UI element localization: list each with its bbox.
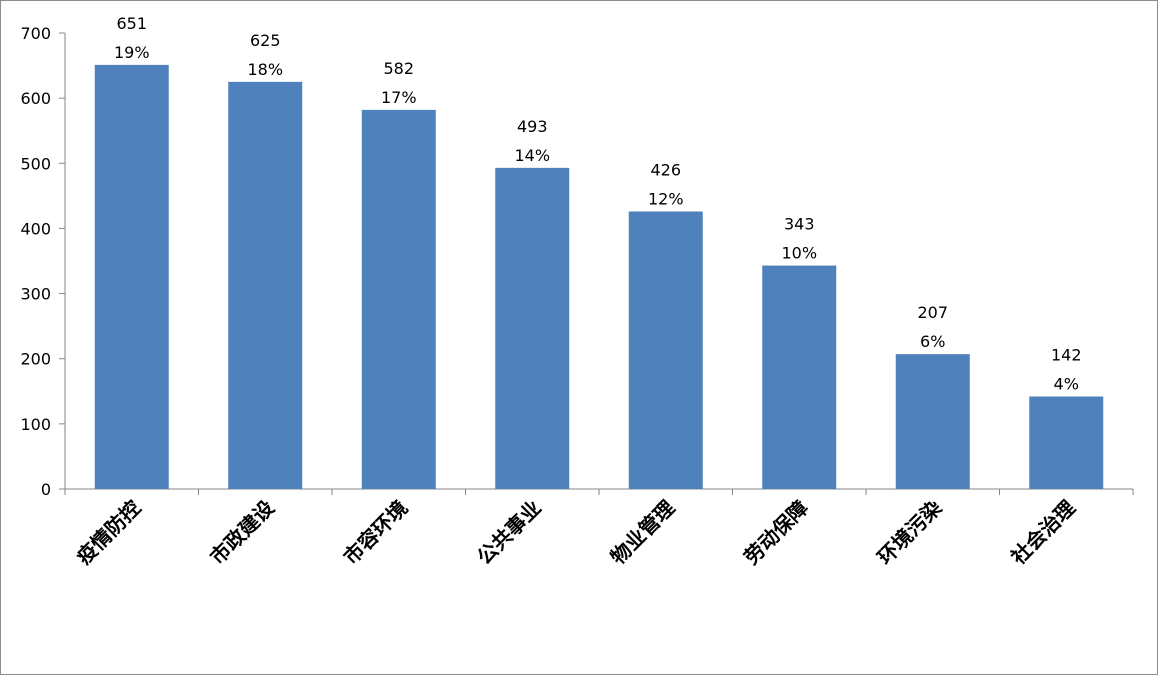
x-category-label: 市政建设 [205,496,279,570]
x-category-label: 市容环境 [339,496,413,570]
data-label-percent: 10% [781,244,817,263]
data-label-value: 426 [650,160,681,179]
data-label-percent: 6% [920,332,945,351]
data-label-value: 207 [917,303,948,322]
x-category-label: 环境污染 [873,495,947,569]
y-tick-label: 400 [20,219,51,238]
data-label-value: 343 [784,215,815,234]
data-label-percent: 17% [381,88,417,107]
y-tick-label: 500 [20,154,51,173]
data-label-value: 582 [383,59,414,78]
x-category-label: 疫情防控 [72,496,146,570]
y-tick-label: 200 [20,350,51,369]
x-category-label: 物业管理 [606,496,680,570]
y-tick-label: 0 [41,480,51,499]
data-label-percent: 19% [114,43,150,62]
bar [895,354,970,489]
data-label-value: 493 [517,117,548,136]
data-label-percent: 18% [247,60,283,79]
data-label-percent: 14% [514,146,550,165]
bar [495,167,570,490]
x-category-label: 劳动保障 [739,496,813,570]
y-tick-label: 100 [20,415,51,434]
y-tick-label: 700 [20,24,51,43]
data-label-value: 142 [1051,345,1082,364]
bar [228,81,303,489]
x-category-label: 公共事业 [472,496,546,570]
data-label-percent: 12% [648,189,684,208]
bar [94,64,169,490]
y-tick-label: 600 [20,89,51,108]
data-label-percent: 4% [1054,374,1079,393]
bar [361,109,436,490]
y-tick-label: 300 [20,285,51,304]
data-label-value: 651 [116,14,147,33]
bar [762,265,837,489]
x-category-label: 社会治理 [1006,496,1080,570]
bar [1029,396,1104,489]
bar [628,211,703,489]
data-label-value: 625 [250,31,281,50]
